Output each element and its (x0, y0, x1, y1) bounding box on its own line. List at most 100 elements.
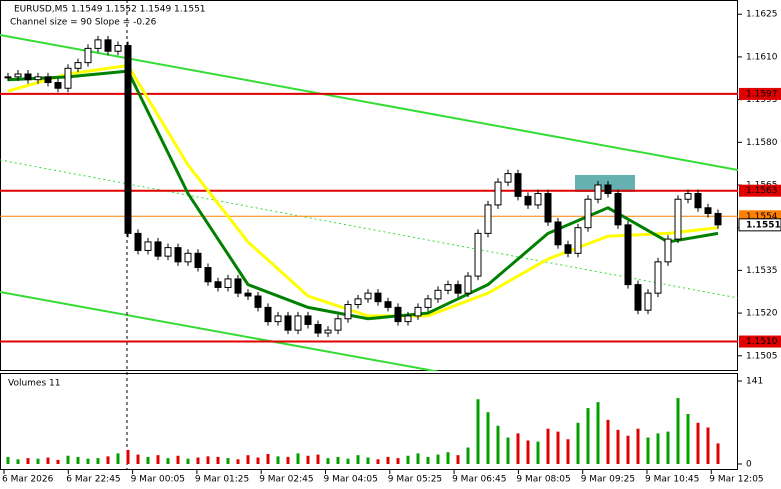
volume-bar (406, 455, 410, 464)
volume-bar (616, 429, 620, 464)
chart-title: EURUSD,M5 1.1549 1.1552 1.1549 1.1551 (14, 5, 206, 15)
candle (4, 76, 12, 79)
highlight-zone (575, 175, 635, 192)
channel-middle (0, 159, 738, 299)
candle (114, 45, 122, 52)
level-tag (739, 87, 781, 100)
candle (24, 73, 32, 81)
chart-subtitle: Channel size = 90 Slope = -0.26 (10, 18, 157, 28)
candle (694, 193, 702, 209)
candle (644, 292, 652, 311)
x-tick-label: 6 Mar 2026 (2, 475, 54, 485)
volume-bar (486, 412, 490, 464)
current-price-label: 1.1551 (746, 220, 781, 230)
volume-bar (66, 455, 70, 464)
volume-bar (86, 458, 90, 464)
volume-tick-label: 141 (746, 377, 763, 387)
candle (554, 221, 562, 246)
volume-bar (576, 422, 580, 464)
x-tick-label: 9 Mar 02:45 (259, 475, 313, 485)
candle (204, 267, 212, 283)
volume-bar (476, 399, 480, 464)
candle (364, 292, 372, 300)
x-tick-label: 9 Mar 10:45 (645, 475, 699, 485)
volume-bar (436, 454, 440, 464)
candle (284, 315, 292, 331)
candle (14, 73, 22, 78)
volume-bar (6, 456, 10, 464)
candle (454, 284, 462, 294)
x-tick-label: 9 Mar 05:25 (388, 475, 442, 485)
candle (484, 204, 492, 234)
volume-bar (116, 453, 120, 464)
candle (374, 292, 382, 303)
candle (534, 193, 542, 206)
y-tick-label: 1.1535 (746, 266, 778, 276)
x-tick-label: 9 Mar 12:05 (709, 475, 763, 485)
volume-bar (586, 408, 590, 464)
level-tag (739, 184, 781, 197)
volume-bar (666, 431, 670, 464)
volume-bar (596, 402, 600, 464)
plot (0, 35, 738, 343)
volume-bar (456, 455, 460, 464)
candle (634, 284, 642, 311)
candle (344, 304, 352, 320)
volume-bar (346, 458, 350, 464)
volume-bar (426, 456, 430, 464)
volume-bar (176, 455, 180, 464)
volume-bar (516, 433, 520, 464)
level-label: 1.1597 (746, 89, 778, 99)
volume-bar (246, 455, 250, 464)
candle (624, 224, 632, 286)
candle (354, 298, 362, 306)
candle (594, 184, 602, 200)
x-tick-label: 9 Mar 06:45 (452, 475, 506, 485)
volume-bar (556, 431, 560, 464)
volume-bar (56, 459, 60, 464)
candle (324, 329, 332, 334)
volume-bar (446, 452, 450, 464)
candle (424, 298, 432, 308)
candle (34, 76, 42, 81)
level-tag (739, 335, 781, 348)
candle (524, 195, 532, 206)
volume-bar (686, 413, 690, 464)
candle (614, 193, 622, 226)
x-tick-label: 9 Mar 09:25 (581, 475, 635, 485)
candle (314, 323, 322, 334)
candle (714, 212, 722, 226)
volume-bar (186, 458, 190, 464)
candle (234, 278, 242, 294)
volume-bar (646, 437, 650, 464)
y-tick-label: 1.1505 (746, 351, 778, 361)
candle (474, 232, 482, 277)
volume-tick-label: 0 (746, 460, 752, 470)
volume-bar (306, 455, 310, 464)
volume-bar (386, 456, 390, 464)
x-tick-label: 9 Mar 00:05 (131, 475, 185, 485)
candle (514, 173, 522, 197)
candle (144, 241, 152, 251)
candle (674, 198, 682, 240)
volume-bar (166, 458, 170, 464)
candle (334, 318, 342, 331)
candle (414, 306, 422, 317)
channel (0, 34, 738, 371)
volume-pane (0, 373, 738, 470)
candle (574, 227, 582, 254)
x-tick-label: 9 Mar 01:25 (195, 475, 249, 485)
candle (164, 247, 172, 257)
candle (84, 47, 92, 64)
candle (684, 193, 692, 200)
volume-bar (286, 456, 290, 464)
candle (444, 284, 452, 291)
volume-bar (256, 457, 260, 464)
volume-bar (316, 454, 320, 464)
volume-bar (696, 422, 700, 464)
y-tick-label: 1.1595 (746, 95, 778, 105)
volume-title: Volumes 11 (8, 379, 60, 389)
candle (94, 39, 102, 49)
volume-bar (506, 437, 510, 464)
volume-bar (136, 454, 140, 464)
